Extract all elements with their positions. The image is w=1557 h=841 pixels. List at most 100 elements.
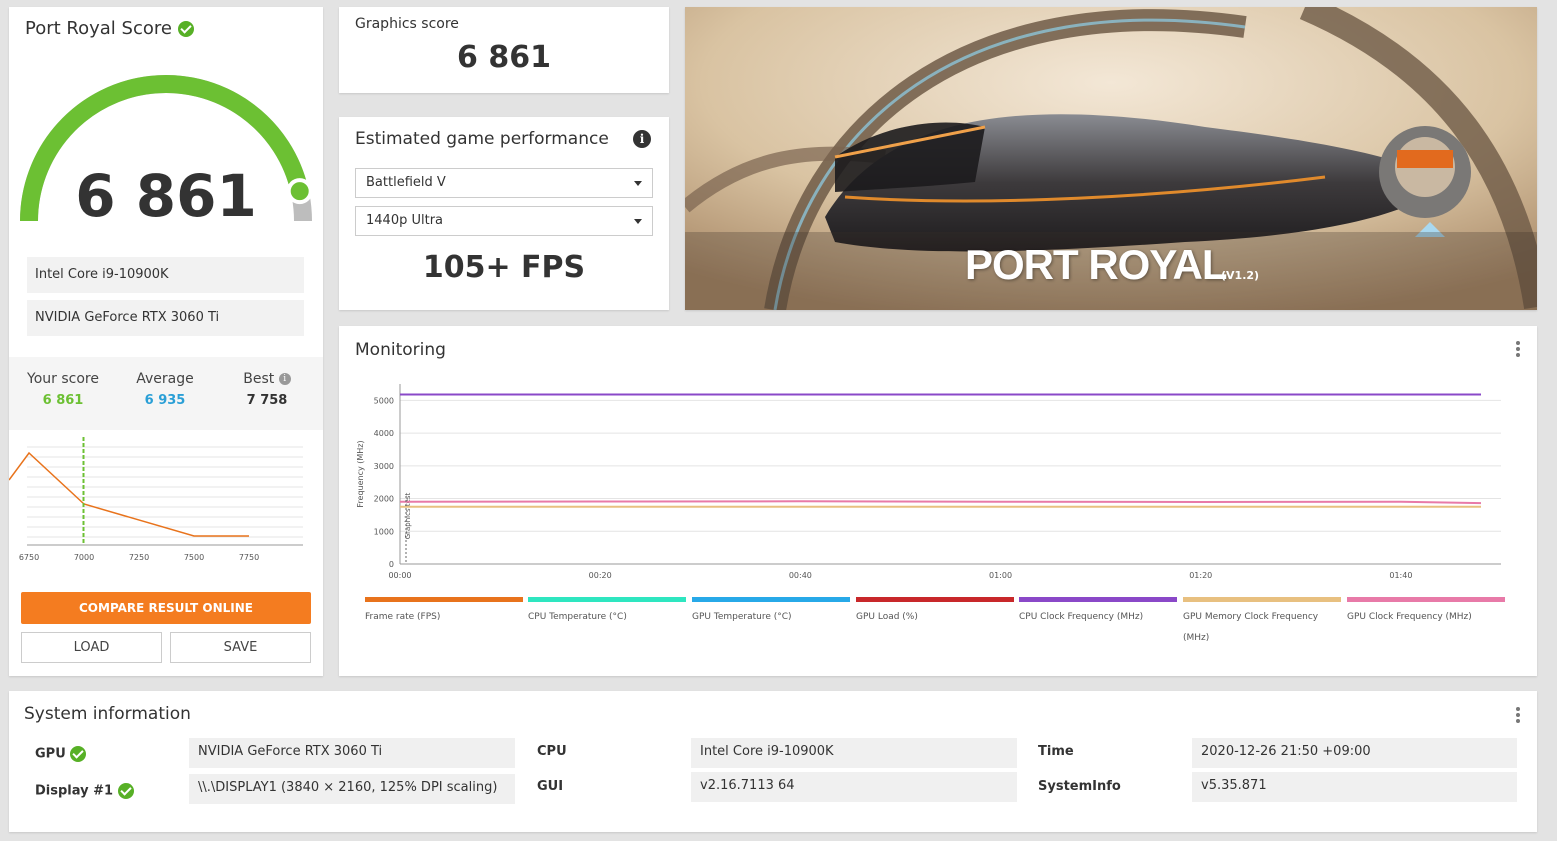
x-tick-label: 00:00 bbox=[388, 571, 411, 580]
estimated-performance-title: Estimated game performance bbox=[355, 129, 609, 149]
display-key: Display #1 bbox=[35, 783, 134, 799]
average-label: Average bbox=[136, 371, 194, 387]
legend-label: Frame rate (FPS) bbox=[365, 612, 441, 622]
monitoring-y-label: Frequency (MHz) bbox=[356, 440, 365, 507]
load-button[interactable]: LOAD bbox=[21, 632, 162, 663]
legend-cpu-clock[interactable]: CPU Clock Frequency (MHz) bbox=[1019, 597, 1177, 628]
monitoring-chart: 5000 4000 3000 2000 1000 0 00:00 00:20 00:40 01:… bbox=[356, 384, 1501, 580]
system-information-title: System information bbox=[24, 704, 191, 724]
time-value: 2020-12-26 21:50 +09:00 bbox=[1192, 738, 1517, 768]
average-score: Average 6 935 bbox=[115, 371, 215, 408]
score-title-text: Port Royal Score bbox=[25, 18, 172, 39]
legend-swatch bbox=[528, 597, 686, 602]
display-label: Display #1 bbox=[35, 783, 114, 799]
distribution-curve bbox=[9, 451, 249, 537]
preset-select[interactable]: 1440p Ultra bbox=[355, 206, 653, 236]
your-score-value: 6 861 bbox=[42, 393, 84, 408]
graphics-score-value: 6 861 bbox=[457, 40, 551, 75]
legend-gpu-temperature[interactable]: GPU Temperature (°C) bbox=[692, 597, 850, 628]
check-icon bbox=[70, 746, 87, 762]
dist-tick: 7250 bbox=[129, 553, 149, 562]
banner-title: PORT ROYAL bbox=[965, 241, 1227, 288]
best-label-row: Best i bbox=[217, 371, 317, 387]
your-score-label: Your score bbox=[27, 371, 99, 387]
legend-gpu-load[interactable]: GPU Load (%) bbox=[856, 597, 1014, 628]
cpu-value: Intel Core i9-10900K bbox=[691, 738, 1017, 768]
time-label: Time bbox=[1038, 744, 1074, 759]
y-tick-label: 0 bbox=[389, 560, 394, 569]
legend-frame-rate[interactable]: Frame rate (FPS) bbox=[365, 597, 523, 628]
legend-label: CPU Temperature (°C) bbox=[528, 612, 627, 622]
x-tick-label: 01:40 bbox=[1389, 571, 1412, 580]
monitoring-card: Monitoring 5000 4000 3000 2000 1000 0 00:00 00… bbox=[339, 326, 1537, 676]
dist-tick: 6750 bbox=[19, 553, 39, 562]
check-icon bbox=[117, 783, 134, 799]
more-options-icon[interactable] bbox=[1516, 707, 1520, 725]
check-icon bbox=[177, 21, 194, 37]
game-select[interactable]: Battlefield V bbox=[355, 168, 653, 198]
legend-swatch bbox=[856, 597, 1014, 602]
x-tick-label: 01:20 bbox=[1189, 571, 1212, 580]
dist-tick: 7750 bbox=[239, 553, 259, 562]
legend-gpu-memory-clock[interactable]: GPU Memory Clock Frequency (MHz) bbox=[1183, 597, 1341, 649]
y-tick-label: 4000 bbox=[374, 429, 394, 438]
y-tick-label: 3000 bbox=[374, 462, 394, 471]
systeminfo-label: SystemInfo bbox=[1038, 779, 1121, 794]
legend-swatch bbox=[692, 597, 850, 602]
info-icon[interactable]: i bbox=[278, 373, 291, 385]
display-value: \\.\DISPLAY1 (3840 × 2160, 125% DPI scal… bbox=[189, 774, 515, 804]
banner-artwork bbox=[685, 7, 1537, 310]
legend-swatch bbox=[1183, 597, 1341, 602]
graphics-test-marker-label: Graphics test bbox=[404, 492, 412, 539]
gui-value: v2.16.7113 64 bbox=[691, 772, 1017, 802]
score-gauge bbox=[20, 75, 313, 222]
gui-label: GUI bbox=[537, 779, 564, 794]
score-distribution-chart: 6750 7000 7250 7500 7750 bbox=[9, 437, 303, 562]
chevron-down-icon bbox=[634, 219, 642, 224]
legend-label: CPU Clock Frequency (MHz) bbox=[1019, 612, 1144, 622]
score-cpu: Intel Core i9-10900K bbox=[27, 257, 304, 293]
graphics-score-label: Graphics score bbox=[355, 16, 459, 32]
legend-label: GPU Clock Frequency (MHz) bbox=[1347, 612, 1472, 622]
gauge-fill bbox=[20, 75, 309, 222]
save-button[interactable]: SAVE bbox=[170, 632, 311, 663]
dist-tick: 7000 bbox=[74, 553, 94, 562]
legend-label: GPU Memory Clock Frequency (MHz) bbox=[1183, 612, 1319, 643]
gpu-value: NVIDIA GeForce RTX 3060 Ti bbox=[189, 738, 515, 768]
graphics-score-card: Graphics score 6 861 bbox=[339, 7, 669, 93]
systeminfo-value: v5.35.871 bbox=[1192, 772, 1517, 802]
legend-label: GPU Load (%) bbox=[856, 612, 918, 622]
score-comparison: Your score 6 861 Average 6 935 Best i 7 … bbox=[9, 357, 323, 430]
more-options-icon[interactable] bbox=[1516, 341, 1520, 359]
series-line bbox=[399, 500, 1482, 505]
gpu-key: GPU bbox=[35, 746, 87, 762]
dist-tick: 7500 bbox=[184, 553, 204, 562]
score-value: 6 861 bbox=[75, 162, 257, 230]
score-gpu: NVIDIA GeForce RTX 3060 Ti bbox=[27, 300, 304, 336]
average-value: 6 935 bbox=[144, 393, 186, 408]
preset-select-value: 1440p Ultra bbox=[366, 213, 444, 228]
estimated-performance-card: Estimated game performance i Battlefield… bbox=[339, 117, 669, 310]
legend-cpu-temperature[interactable]: CPU Temperature (°C) bbox=[528, 597, 686, 628]
system-information-card: System information GPU NVIDIA GeForce RT… bbox=[9, 691, 1537, 832]
monitoring-title: Monitoring bbox=[355, 340, 446, 360]
x-tick-label: 00:40 bbox=[789, 571, 812, 580]
best-score: Best i 7 758 bbox=[217, 371, 317, 408]
x-tick-label: 01:00 bbox=[989, 571, 1012, 580]
best-label: Best bbox=[243, 371, 275, 387]
compare-result-online-button[interactable]: COMPARE RESULT ONLINE bbox=[21, 592, 311, 624]
legend-label: GPU Temperature (°C) bbox=[692, 612, 792, 622]
legend-swatch bbox=[1347, 597, 1505, 602]
game-select-value: Battlefield V bbox=[366, 175, 446, 190]
y-tick-label: 5000 bbox=[374, 396, 394, 405]
y-tick-label: 2000 bbox=[374, 495, 394, 504]
legend-gpu-clock[interactable]: GPU Clock Frequency (MHz) bbox=[1347, 597, 1505, 628]
gpu-label: GPU bbox=[35, 746, 66, 762]
gauge-knob bbox=[286, 178, 313, 205]
info-icon[interactable]: i bbox=[633, 130, 651, 148]
score-title: Port Royal Score bbox=[25, 18, 194, 39]
banner-version: (V1.2) bbox=[1221, 269, 1260, 282]
score-card: Port Royal Score 6 861 Intel Core i9-109… bbox=[9, 7, 323, 676]
estimated-fps: 105+ FPS bbox=[422, 250, 586, 285]
best-value: 7 758 bbox=[246, 393, 288, 408]
